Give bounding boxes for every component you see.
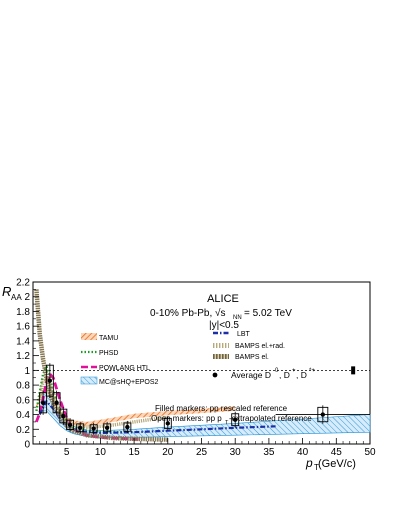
x-tick-label: 30	[230, 447, 242, 458]
rapidity-label: |y|<0.5	[209, 320, 239, 331]
data-point	[61, 413, 66, 419]
y-tick-label: 2	[24, 292, 30, 303]
x-axis-title-subscript: T	[314, 463, 319, 472]
legend-label-tamu: TAMU	[99, 335, 118, 342]
legend-label-average-mid: , D	[279, 370, 290, 380]
legend-label-lbt: LBT	[237, 331, 251, 338]
y-tick-label: 0.8	[16, 381, 30, 392]
y-tick-label: 1.8	[16, 307, 30, 318]
y-tick-label: 1	[24, 366, 30, 377]
x-tick-label: 5	[64, 447, 70, 458]
x-tick-label: 45	[331, 447, 343, 458]
legend-left: TAMU PHSD POWLANG HTL MC@sHQ+EPOS2	[80, 333, 159, 386]
note-open-markers: Open markers: pp p	[151, 414, 222, 423]
legend-right: LBT BAMPS el.+rad. BAMPS el. Average D 0…	[212, 331, 315, 380]
y-tick-label: 1.2	[16, 351, 30, 362]
system-label-subscript: NN	[233, 315, 242, 321]
legend-label-average-sup3: *+	[309, 368, 315, 374]
legend-label-mcshq: MC@sHQ+EPOS2	[99, 379, 159, 386]
note-open-markers-end: -extrapolated reference	[229, 414, 312, 423]
data-point	[233, 417, 238, 422]
x-tick-label: 40	[297, 447, 309, 458]
x-axis-title-unit: (GeV/c)	[318, 458, 356, 470]
axis-layer: 5 10 15 20 25 30 35 40 45 5000.20.40.60.811.21.41…	[16, 278, 376, 459]
data-point-layer	[39, 363, 370, 435]
y-tick-label: 0.2	[16, 425, 30, 436]
note-filled-markers: Filled markers: pp rescaled reference	[155, 404, 288, 413]
x-axis-title: p	[305, 456, 313, 470]
data-point	[77, 425, 83, 430]
y-axis-title-subscript: AA	[11, 293, 22, 302]
legend-label-average-end: , D	[296, 370, 307, 380]
x-tick-label: 20	[162, 447, 174, 458]
legend-swatch-tamu	[81, 333, 97, 340]
y-axis-title: R	[2, 284, 11, 299]
data-point	[165, 421, 170, 426]
data-point	[54, 400, 59, 405]
legend-label-average-sup1: 0	[275, 368, 279, 374]
normalization-uncertainty-box	[351, 366, 356, 375]
x-tick-label: 50	[364, 447, 376, 458]
y-tick-label: 2.2	[16, 278, 30, 289]
legend-label-average-sup2: +	[292, 368, 296, 374]
x-tick-label: 35	[263, 447, 275, 458]
data-point	[40, 400, 46, 405]
y-tick-label: 0.4	[16, 410, 30, 421]
legend-label-bamps-elrad: BAMPS el.+rad.	[235, 343, 285, 350]
legend-label-powlang: POWLANG HTL	[99, 365, 150, 372]
system-energy: = 5.02 TeV	[244, 308, 292, 319]
data-point	[91, 426, 96, 431]
y-tick-label: 0	[24, 440, 30, 451]
data-point	[47, 378, 53, 383]
x-tick-label: 15	[129, 447, 141, 458]
legend-swatch-mcshq	[80, 376, 98, 385]
system-label: 0-10% Pb-Pb, √s	[150, 307, 226, 319]
x-tick-label: 25	[196, 447, 208, 458]
data-point	[67, 422, 73, 428]
note-open-markers-subscript: T	[225, 420, 229, 426]
x-tick-label: 10	[95, 447, 107, 458]
legend-label-average: Average D	[231, 370, 271, 380]
legend-label-bamps-el: BAMPS el.	[235, 354, 269, 361]
y-tick-label: 1.4	[16, 336, 30, 347]
y-tick-label: 0.6	[16, 395, 30, 406]
legend-swatch-bamps-elrad	[213, 343, 229, 348]
legend-marker-average	[212, 372, 218, 378]
experiment-title: ALICE	[207, 293, 239, 305]
data-point	[104, 425, 110, 430]
legend-label-phsd: PHSD	[99, 350, 118, 357]
y-tick-label: 1.6	[16, 322, 30, 333]
data-point	[125, 424, 130, 430]
legend-swatch-bamps-el	[213, 354, 229, 359]
